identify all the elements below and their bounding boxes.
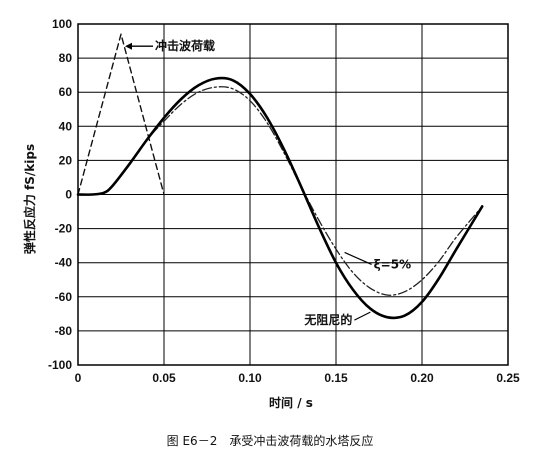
- x-tick-label: 0.10: [238, 371, 262, 385]
- y-tick-label: -100: [48, 358, 72, 372]
- annotation-label-load: 冲击波荷载: [155, 38, 215, 53]
- x-tick-label: 0.20: [410, 371, 434, 385]
- annotation-leader: [344, 251, 372, 266]
- x-tick-label: 0.05: [152, 371, 176, 385]
- y-tick-label: 40: [59, 119, 73, 133]
- grid: [77, 23, 509, 366]
- figure-caption: 图 E6－2 承受冲击波荷载的水塔反应: [167, 433, 374, 448]
- y-tick-label: 0: [65, 188, 72, 202]
- y-tick-label: 100: [52, 17, 72, 31]
- annotation-leader: [354, 311, 371, 321]
- x-axis-label: 时间 / s: [269, 395, 313, 410]
- y-tick-label: 80: [59, 51, 73, 65]
- series-line-3: [76, 76, 484, 320]
- x-tick-label: 0.15: [324, 371, 348, 385]
- annotation-label-damped: ξ=5%: [374, 257, 412, 271]
- y-tick-label: -60: [55, 290, 73, 304]
- y-tick-label: -80: [55, 324, 73, 338]
- annotation-label-undamped: 无阻尼的: [303, 312, 352, 327]
- y-tick-label: 60: [59, 85, 73, 99]
- y-tick-label: -20: [55, 222, 73, 236]
- x-tick-label: 0: [75, 371, 82, 385]
- series-line-1: [77, 33, 165, 196]
- arrow-head-icon: [125, 42, 132, 50]
- y-tick-label: 20: [59, 153, 73, 167]
- series-group: [76, 33, 484, 320]
- y-tick-label: -40: [55, 256, 73, 270]
- x-tick-label: 0.25: [496, 371, 520, 385]
- annotations: 冲击波荷载 ξ=5% 无阻尼的: [125, 38, 411, 327]
- plot-frame: [77, 23, 509, 366]
- y-axis-label: 弹性反应力 fS/kips: [22, 144, 37, 254]
